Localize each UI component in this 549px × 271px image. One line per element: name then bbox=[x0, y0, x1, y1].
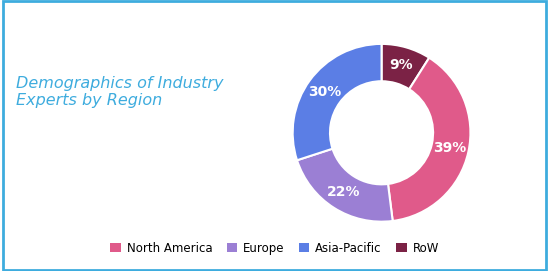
Wedge shape bbox=[297, 149, 393, 222]
Text: 9%: 9% bbox=[389, 58, 413, 72]
Legend: North America, Europe, Asia-Pacific, RoW: North America, Europe, Asia-Pacific, RoW bbox=[105, 237, 444, 260]
Wedge shape bbox=[382, 44, 429, 89]
Wedge shape bbox=[388, 58, 470, 221]
Text: 30%: 30% bbox=[308, 85, 341, 99]
Wedge shape bbox=[293, 44, 382, 160]
Text: 22%: 22% bbox=[327, 185, 361, 199]
Text: 39%: 39% bbox=[434, 141, 467, 155]
Text: Demographics of Industry
Experts by Region: Demographics of Industry Experts by Regi… bbox=[16, 76, 224, 108]
